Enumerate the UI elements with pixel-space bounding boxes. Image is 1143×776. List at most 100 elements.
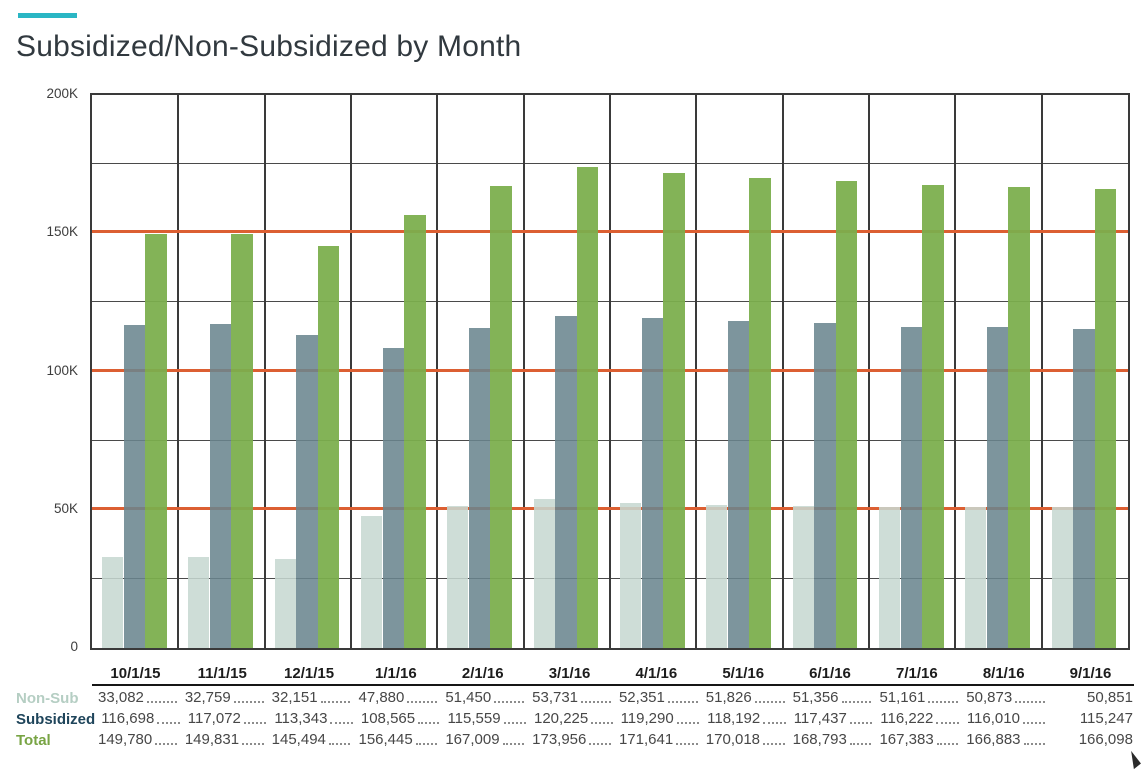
bar-subsidized[interactable] [123, 325, 145, 648]
month-header: 7/1/16 [896, 665, 938, 682]
bar-subsidized[interactable] [296, 334, 318, 648]
leader-dots [936, 722, 959, 724]
table-cell: 166,883 [960, 731, 1047, 749]
bar-subsidized[interactable] [727, 321, 750, 648]
table-cell: 145,494 [266, 731, 353, 749]
leader-dots [407, 701, 438, 703]
cell-value: 156,445 [358, 731, 413, 748]
leader-dots [676, 743, 698, 745]
gridline-vertical [609, 95, 611, 648]
month-header: 12/1/15 [284, 665, 335, 682]
accent-bar [18, 13, 77, 18]
bar-subsidized[interactable] [814, 323, 836, 648]
cell-value: 167,009 [445, 731, 500, 748]
table-cell: 113,343 [268, 710, 355, 728]
bar-total[interactable] [317, 245, 340, 648]
month-header: 6/1/16 [809, 665, 851, 682]
gridline-vertical [522, 95, 525, 648]
leader-dots [503, 722, 526, 724]
cell-value: 108,565 [360, 710, 416, 727]
cell-value: 166,098 [1078, 731, 1133, 748]
cell-value: 52,351 [618, 689, 665, 706]
leader-dots [936, 743, 959, 745]
month-header: 11/1/15 [197, 665, 247, 682]
table-cell: 50,851 [1047, 689, 1134, 707]
table-cell: 47,880 [352, 689, 439, 707]
bar-total[interactable] [749, 177, 771, 648]
y-axis-label: 50K [53, 500, 78, 516]
bar-total[interactable] [1094, 188, 1117, 648]
cell-value: 116,698 [101, 710, 155, 727]
bar-subsidized[interactable] [555, 315, 577, 648]
bar-non-sub[interactable] [792, 506, 814, 648]
table-row: Total 149,780 149,831 145,494 156,445 167,009… [2, 728, 1134, 749]
leader-dots [591, 722, 613, 724]
bar-non-sub[interactable] [620, 503, 641, 648]
cell-value: 51,356 [792, 689, 839, 706]
table-cell: 108,565 [355, 710, 442, 728]
cell-value: 51,161 [879, 689, 926, 706]
bar-subsidized[interactable] [382, 347, 404, 648]
table-cell: 33,082 [92, 689, 179, 707]
bar-total[interactable] [663, 173, 685, 648]
leader-dots [763, 722, 786, 724]
row-label: Total [16, 732, 51, 749]
bar-subsidized[interactable] [641, 318, 663, 648]
bar-non-sub[interactable] [447, 505, 469, 648]
leader-dots [1022, 722, 1046, 724]
table-cell: 51,356 [787, 689, 874, 707]
bar-non-sub[interactable] [102, 556, 123, 648]
bar-total[interactable] [1008, 186, 1030, 648]
cell-value: 53,731 [532, 689, 579, 706]
table-cell: 116,698 [95, 710, 182, 728]
bar-non-sub[interactable] [188, 557, 210, 648]
bar-subsidized[interactable] [900, 326, 922, 648]
month-header: 4/1/16 [635, 665, 678, 682]
bar-subsidized[interactable] [468, 328, 491, 648]
table-cell: 167,009 [439, 731, 526, 749]
table-cell: 119,290 [615, 710, 702, 728]
bar-non-sub[interactable] [879, 506, 900, 648]
bar-total[interactable] [922, 185, 944, 648]
table-row: Non-Sub 33,082 32,759 32,151 47,880 51,450 53,… [2, 686, 1134, 707]
bar-non-sub[interactable] [1051, 507, 1073, 648]
leader-dots [233, 701, 264, 703]
row-label: Subsidized [16, 711, 96, 728]
table-cell: 32,151 [266, 689, 353, 707]
leader-dots [146, 701, 177, 703]
cell-value: 149,831 [184, 731, 240, 748]
page-title: Subsidized/Non-Subsidized by Month [16, 30, 522, 63]
table-cell: 167,383 [873, 731, 960, 749]
reference-line [92, 368, 1128, 372]
table-cell: 171,641 [613, 731, 700, 749]
cell-value: 168,793 [792, 731, 847, 748]
row-values: 149,780 149,831 145,494 156,445 167,009 173,9… [92, 731, 1134, 749]
table-row: Subsidized 116,698 117,072 113,343 108,565 11… [2, 707, 1134, 728]
table-header-row: 10/1/15 11/1/15 12/1/15 1/1/16 2/1/16 3/1/16 4… [2, 665, 1134, 686]
bar-non-sub[interactable] [533, 499, 555, 648]
bar-non-sub[interactable] [965, 507, 987, 648]
bar-total[interactable] [576, 167, 599, 648]
table-cell: 116,010 [961, 710, 1048, 728]
cell-value: 171,641 [618, 731, 674, 748]
bar-non-sub[interactable] [361, 515, 382, 648]
leader-dots [676, 722, 700, 724]
table-body: Non-Sub 33,082 32,759 32,151 47,880 51,450 53,… [2, 686, 1134, 749]
bar-total[interactable] [404, 215, 426, 648]
cell-value: 116,010 [966, 710, 1020, 727]
bar-subsidized[interactable] [986, 327, 1009, 648]
bar-subsidized[interactable] [209, 324, 232, 648]
cell-value: 170,018 [705, 731, 761, 748]
bar-total[interactable] [835, 181, 858, 648]
cell-value: 33,082 [98, 689, 144, 706]
bar-total[interactable] [490, 186, 512, 648]
table-cell: 51,450 [439, 689, 526, 707]
bar-subsidized[interactable] [1073, 329, 1095, 648]
leader-dots [849, 722, 873, 724]
bar-total[interactable] [231, 233, 253, 648]
bar-non-sub[interactable] [706, 504, 728, 648]
cell-value: 118,192 [707, 710, 761, 727]
bar-non-sub[interactable] [274, 559, 296, 648]
bar-total[interactable] [145, 233, 167, 648]
